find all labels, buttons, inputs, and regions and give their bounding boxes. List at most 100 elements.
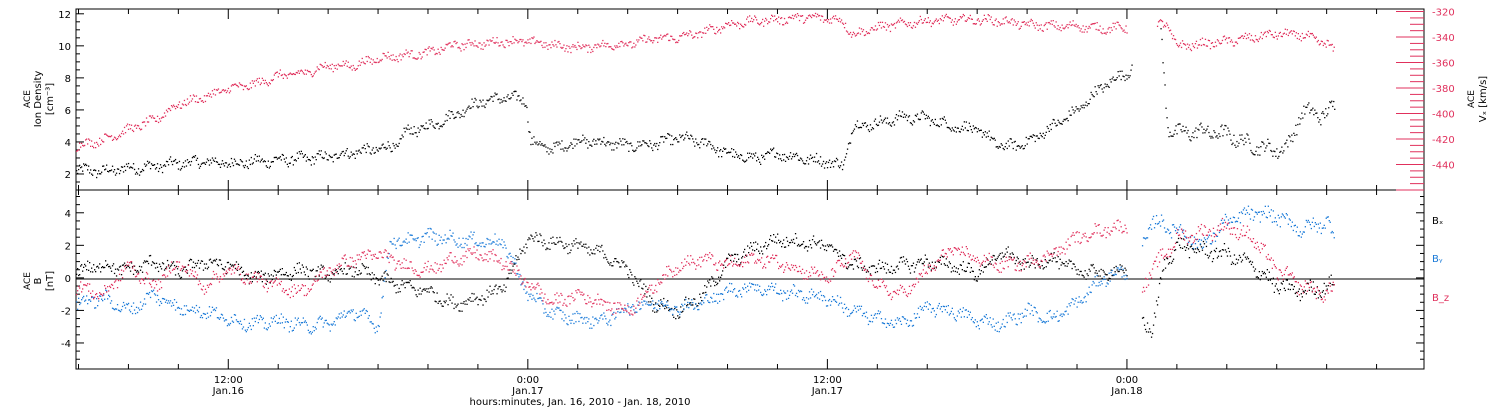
by-point <box>781 292 783 295</box>
by-point <box>988 321 990 323</box>
vx-point <box>414 57 416 60</box>
by-point <box>539 297 541 299</box>
bx-point <box>982 271 984 273</box>
bx-point <box>1166 258 1169 260</box>
vx-point <box>1063 28 1065 30</box>
density-point <box>1055 125 1057 127</box>
vx-point <box>375 61 377 64</box>
density-point <box>277 157 279 159</box>
bx-point <box>791 241 794 243</box>
density-point <box>1037 137 1039 139</box>
density-point <box>1174 129 1176 132</box>
density-point <box>270 161 272 163</box>
vx-point <box>858 27 861 29</box>
vx-point <box>1110 27 1112 29</box>
bx-point <box>890 265 893 268</box>
by-point <box>140 308 143 310</box>
by-point <box>1059 314 1061 317</box>
bx-point <box>1281 283 1283 285</box>
density-point <box>759 161 761 163</box>
bx-point <box>739 264 741 266</box>
density-point <box>259 161 261 163</box>
density-point <box>1006 147 1008 150</box>
density-point <box>771 149 773 152</box>
by-point <box>946 311 948 314</box>
by-point <box>336 318 338 320</box>
bx-point <box>1274 285 1276 287</box>
vx-point <box>583 45 585 48</box>
bx-point <box>387 274 389 276</box>
vx-point <box>260 82 262 84</box>
bx-point <box>249 277 251 279</box>
density-point <box>412 133 414 135</box>
bx-point <box>465 300 467 302</box>
density-point <box>952 129 954 131</box>
bx-point <box>763 246 765 248</box>
density-point <box>145 164 148 166</box>
vx-point <box>93 147 95 149</box>
by-point <box>1065 310 1067 312</box>
by-point <box>520 284 522 286</box>
vx-point <box>804 19 807 21</box>
vx-point <box>725 22 727 24</box>
vx-point <box>125 125 128 127</box>
density-point <box>1051 122 1053 125</box>
density-point <box>419 129 421 131</box>
vx-point <box>808 14 811 16</box>
density-point <box>142 169 145 172</box>
density-point <box>1250 149 1252 152</box>
bx-point <box>413 287 415 289</box>
bx-point <box>196 262 199 264</box>
by-point <box>774 286 776 288</box>
bx-point <box>674 307 676 310</box>
bx-point <box>76 273 78 275</box>
bx-point <box>709 279 711 281</box>
by-point <box>492 241 494 243</box>
bx-point <box>1303 291 1305 293</box>
density-point <box>237 163 240 166</box>
bx-point <box>684 299 686 301</box>
density-point <box>762 156 764 159</box>
by-point <box>374 332 376 334</box>
bx-point <box>1272 277 1274 279</box>
vx-point <box>760 22 762 25</box>
vx-point <box>298 72 300 74</box>
vx-point <box>862 29 865 31</box>
by-point <box>274 320 276 322</box>
by-point <box>515 262 517 264</box>
vx-point <box>886 23 889 26</box>
bx-point <box>103 267 105 269</box>
by-point <box>936 307 938 309</box>
by-point <box>1073 303 1075 305</box>
density-point <box>635 149 637 151</box>
by-point <box>385 269 387 272</box>
bx-point <box>371 272 373 274</box>
density-point <box>302 156 304 158</box>
bx-point <box>853 258 856 261</box>
vx-point <box>373 61 375 63</box>
vx-y-tick-label: -380 <box>1432 84 1455 95</box>
vx-point <box>906 25 909 28</box>
density-point <box>1044 134 1046 136</box>
bx-point <box>808 239 811 242</box>
bx-point <box>1283 287 1285 289</box>
by-point <box>956 315 958 317</box>
by-point <box>871 321 874 323</box>
density-point <box>1321 112 1323 114</box>
bx-point <box>1320 296 1322 298</box>
bx-point <box>504 290 506 293</box>
density-point <box>294 159 296 161</box>
by-point <box>378 325 380 328</box>
density-point <box>880 119 883 121</box>
by-point <box>163 298 166 300</box>
density-point <box>1094 86 1096 88</box>
bx-point <box>448 297 450 299</box>
by-point <box>123 304 126 306</box>
vx-point <box>105 133 107 135</box>
bx-point <box>80 265 82 267</box>
by-point <box>528 293 530 295</box>
by-point <box>240 323 243 325</box>
bx-point <box>242 270 245 272</box>
bx-point <box>553 242 555 244</box>
bx-point <box>581 245 583 247</box>
